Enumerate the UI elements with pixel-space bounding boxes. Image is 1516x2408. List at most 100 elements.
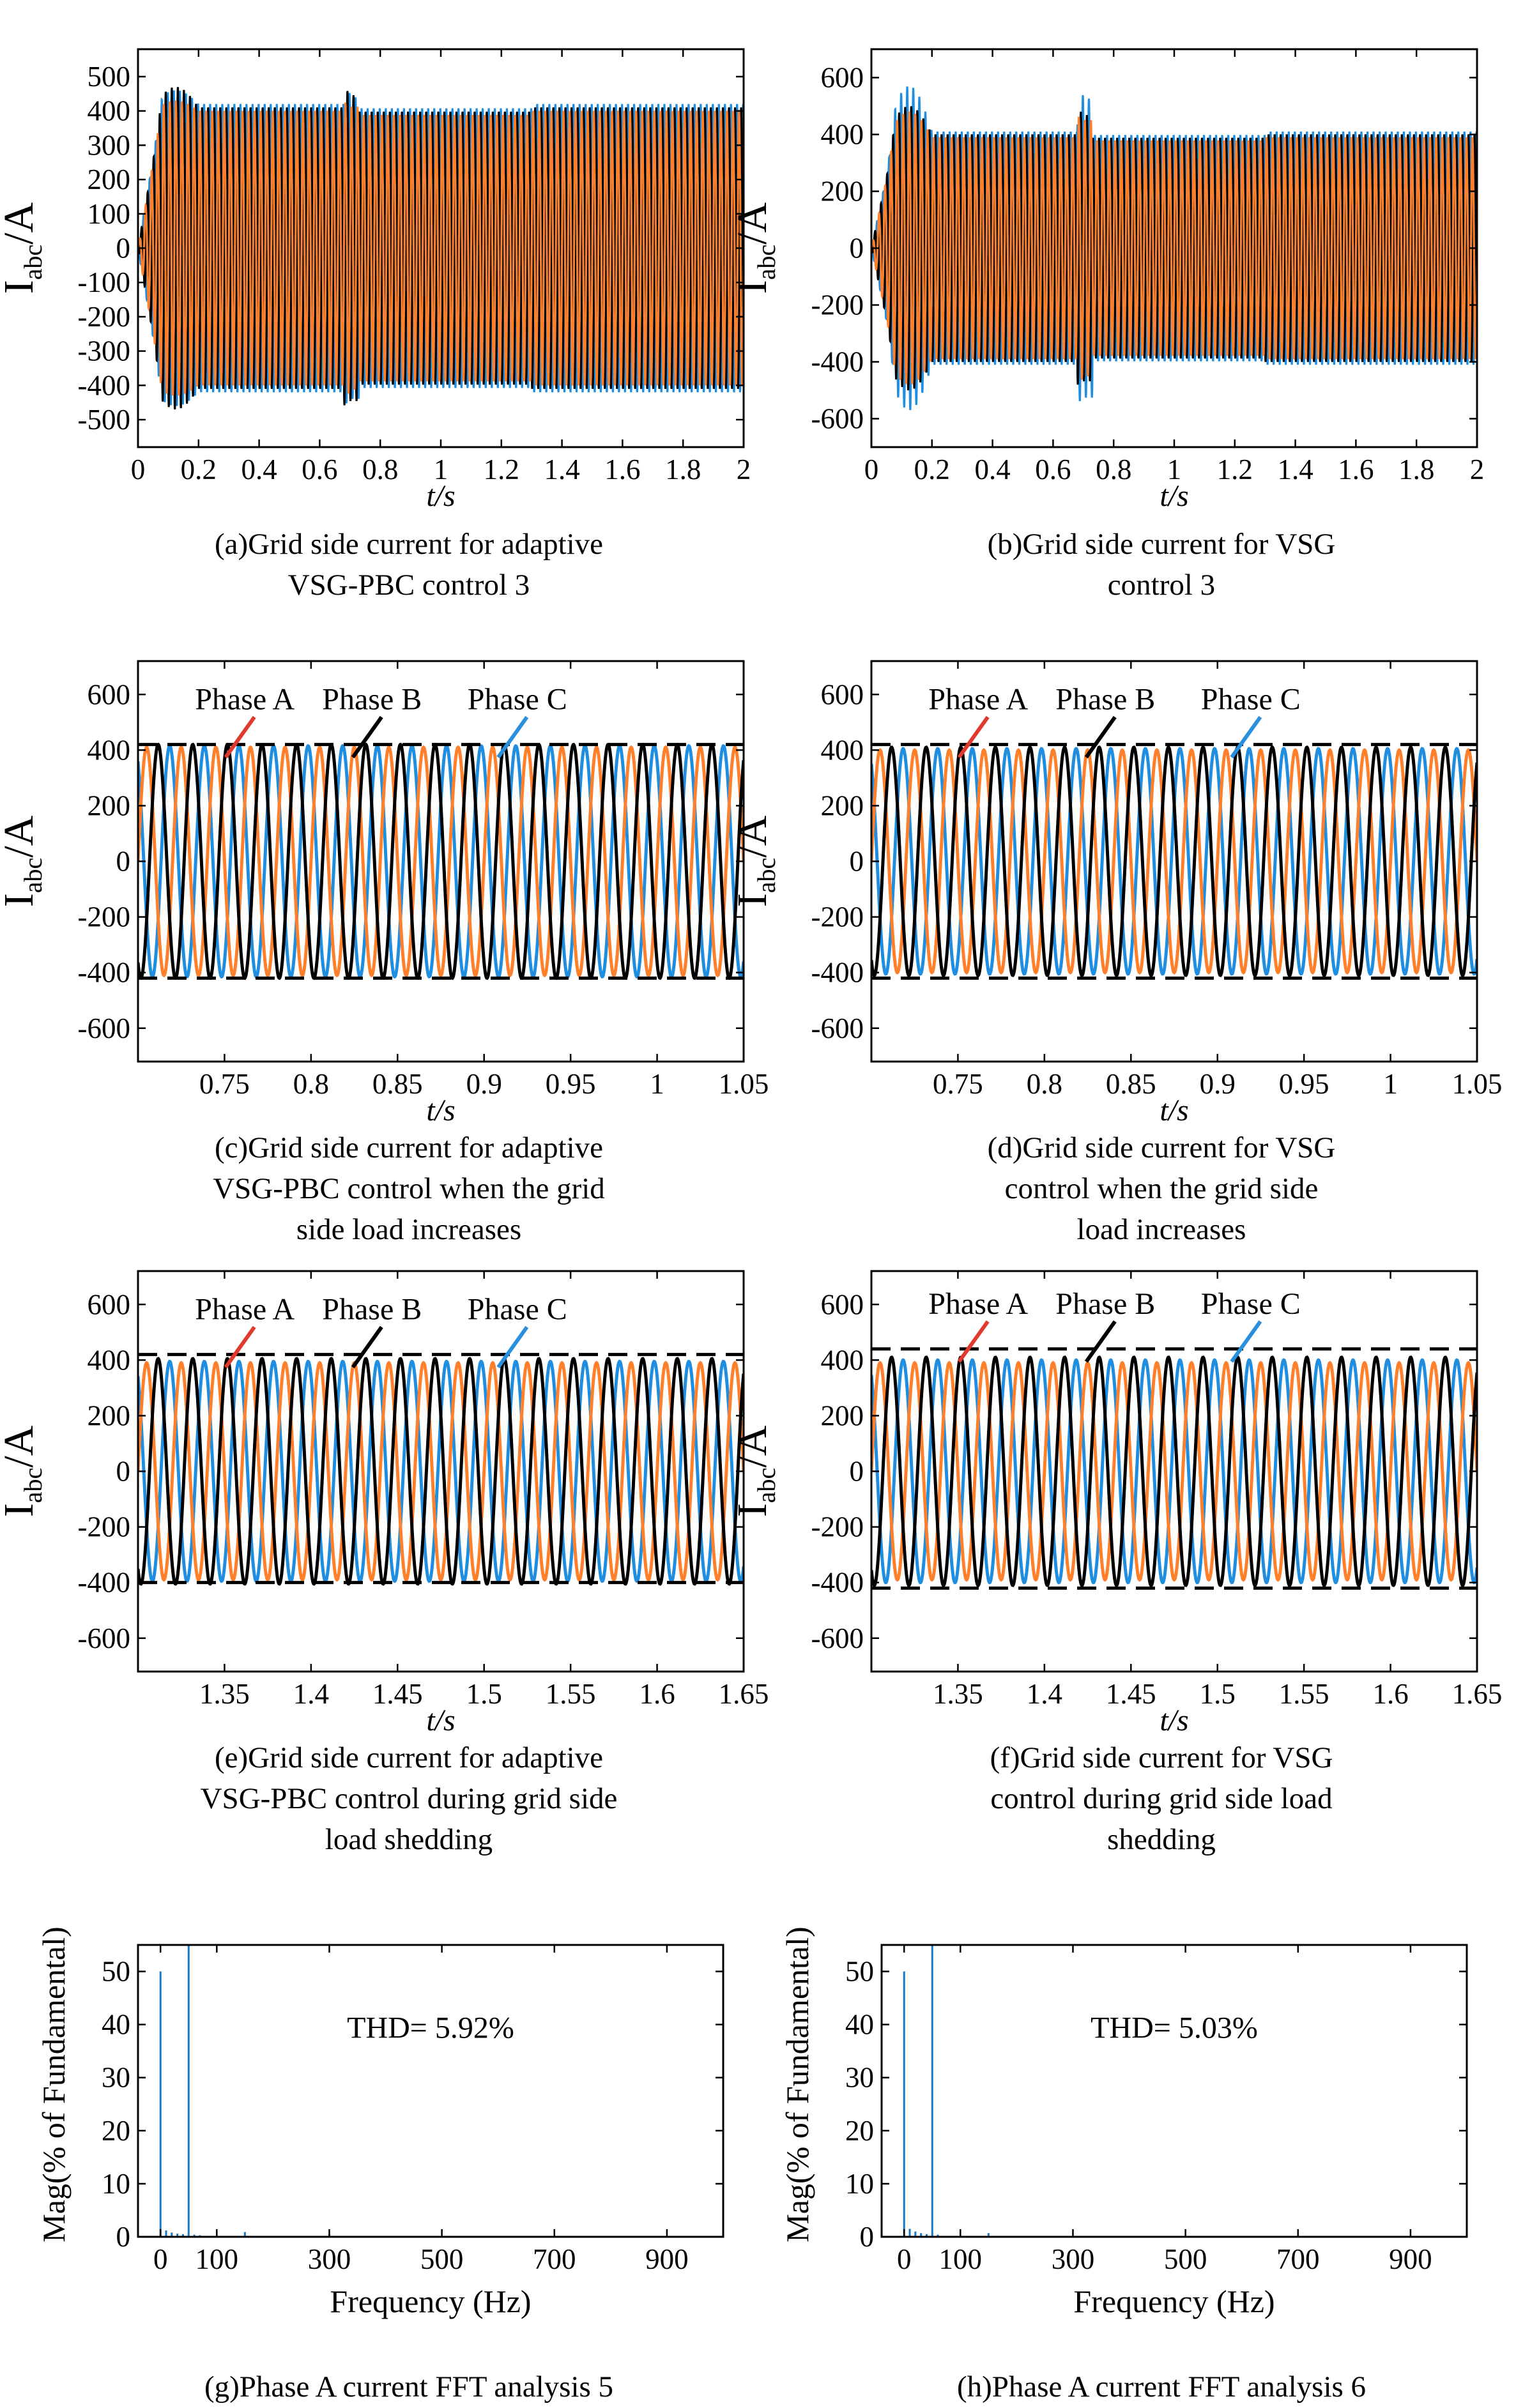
x-tick-label: 1.45 [1106,1678,1156,1710]
x-axis-label: Frequency (Hz) [1073,2283,1275,2319]
y-tick-label: 50 [845,1956,874,1988]
caption-line: control when the grid side [1004,1172,1319,1205]
y-tick-label: -400 [811,1567,864,1599]
x-tick-label: 1.55 [1279,1678,1329,1710]
axes-box [880,1944,1468,2238]
y-tick-label: -300 [78,335,131,367]
y-tick-label: 20 [102,2115,130,2147]
y-tick-label: 10 [102,2168,130,2200]
series-phase-a [871,111,1477,385]
y-tick-label: 600 [821,62,864,94]
y-tick-label: 0 [116,846,131,878]
annotation-pointer [1084,715,1117,759]
x-axis-label: Frequency (Hz) [330,2283,531,2319]
y-tick-label: 40 [102,2009,130,2041]
caption-b: (b)Grid side current for VSG control 3 [874,524,1449,606]
x-axis-label: t/s [426,1703,455,1737]
y-tick-label: -600 [78,1622,131,1654]
x-axis-label: t/s [1160,1703,1188,1737]
x-tick-label: 1.4 [1027,1678,1062,1710]
y-tick-label: -600 [811,403,864,435]
y-tick-label: 0 [850,846,864,878]
caption-c: (c)Grid side current for adaptive VSG-PBC… [121,1127,696,1250]
x-tick-label: 0.4 [241,453,277,485]
y-tick-label: 400 [821,1344,864,1376]
annotation-pointer [1230,1320,1262,1363]
x-tick-label: 500 [420,2243,464,2275]
plot-area [903,1945,990,2237]
caption-line: VSG-PBC control during grid side [200,1782,618,1815]
x-tick-label: 1.2 [484,453,519,485]
y-tick-label: 0 [116,232,131,264]
annotation-pointer [1084,1320,1117,1363]
y-tick-label: -200 [78,901,131,933]
annotation-pointer [224,1325,256,1369]
x-tick-label: 1.05 [719,1068,769,1100]
y-tick-label: -600 [78,1012,131,1044]
caption-line: (a)Grid side current for adaptive [214,528,604,561]
y-axis-label: Iabc/A [729,815,781,907]
x-tick-label: 0.8 [1027,1068,1062,1100]
y-tick-label: 200 [821,789,864,821]
x-tick-label: 0.9 [1200,1068,1236,1100]
x-tick-label: 0.8 [362,453,398,485]
y-tick-label: 600 [821,678,864,710]
annotation-phase-c: Phase C [468,1293,567,1327]
x-tick-label: 1.35 [933,1678,983,1710]
x-tick-label: 0.95 [1279,1068,1329,1100]
x-tick-label: 0.2 [914,453,950,485]
y-tick-label: -400 [78,957,131,989]
x-tick-label: 0.85 [372,1068,423,1100]
y-tick-label: -600 [811,1622,864,1654]
x-axis-label: t/s [1160,479,1188,513]
y-tick-label: -200 [811,1511,864,1543]
x-tick-label: 1.6 [1372,1678,1408,1710]
series-phase-b [871,106,1477,391]
y-tick-label: -600 [811,1012,864,1044]
x-tick-label: 1.45 [372,1678,423,1710]
y-tick-label: 10 [845,2168,874,2200]
x-tick-label: 2 [737,453,751,485]
y-tick-label: 400 [88,95,131,127]
annotation-phase-a: Phase A [928,683,1028,717]
x-tick-label: 1.2 [1217,453,1253,485]
y-tick-label: 40 [845,2009,874,2041]
chart-h: THD= 5.03% 0 100 300 500 700 900 0 10 20 30 40 50 Fre… [779,1926,1468,2319]
y-tick-label: 30 [845,2062,874,2094]
caption-f: (f)Grid side current for VSG control duri… [874,1737,1449,1860]
x-tick-label: 1.65 [1452,1678,1503,1710]
x-tick-label: 700 [533,2243,576,2275]
y-tick-label: -100 [78,266,131,298]
x-tick-label: 0.85 [1106,1068,1156,1100]
chart-d: Phase A Phase B Phase C 0.75 0.8 0.85 0.9 0.95 1… [729,660,1502,1127]
x-tick-label: 0.8 [1096,453,1131,485]
y-tick-label: 20 [845,2115,874,2147]
x-tick-label: 1.5 [466,1678,502,1710]
y-tick-label: 300 [88,129,131,161]
y-tick-label: 400 [821,734,864,766]
chart-e: Phase A Phase B Phase C 1.35 1.4 1.45 1.5 1.55 1… [0,1270,769,1737]
x-tick-label: 0 [153,2243,168,2275]
y-tick-label: -400 [78,369,131,401]
series-phase-b [138,1357,744,1586]
plot-area [871,1347,1477,1590]
y-tick-label: 600 [821,1288,864,1320]
x-tick-label: 1.8 [665,453,701,485]
y-tick-label: -500 [78,404,131,436]
x-tick-label: 1.6 [639,1678,675,1710]
x-tick-label: 0 [131,453,146,485]
plot-area [138,1353,744,1586]
annotation-pointer [496,715,529,759]
x-axis-label: t/s [426,1094,455,1127]
caption-line: (d)Grid side current for VSG [987,1131,1336,1164]
x-tick-label: 0 [864,453,879,485]
x-tick-label: 1.6 [1338,453,1374,485]
annotation-phase-c: Phase C [1201,683,1301,717]
x-tick-label: 0.8 [293,1068,329,1100]
y-tick-label: 400 [88,1344,131,1376]
x-tick-label: 0.4 [974,453,1010,485]
y-axis-label: Mag(% of Fundamental) [779,1926,815,2242]
x-tick-label: 700 [1276,2243,1320,2275]
x-axis-label: t/s [1160,1094,1188,1127]
y-tick-label: 600 [88,1288,131,1320]
